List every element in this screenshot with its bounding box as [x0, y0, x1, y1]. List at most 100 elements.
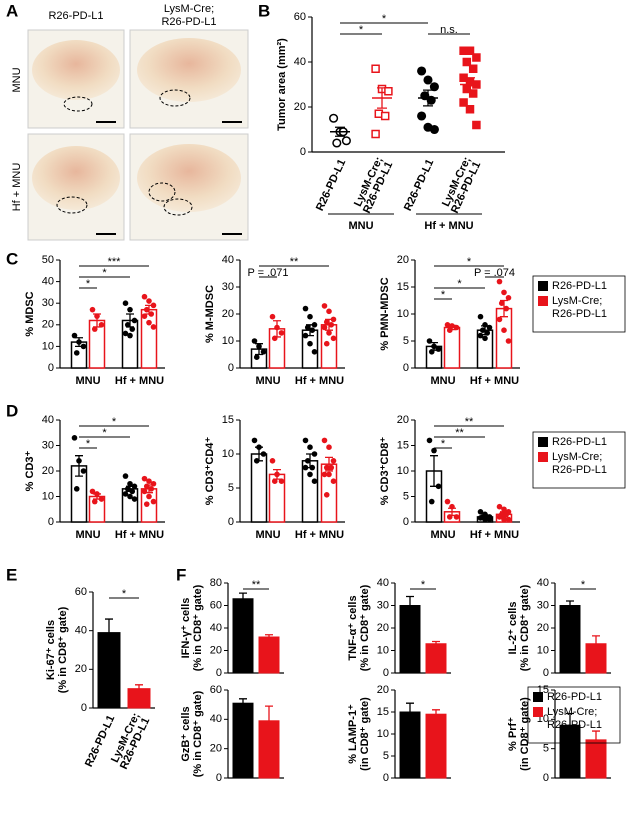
data-point	[486, 516, 493, 523]
data-point	[129, 326, 136, 332]
error-bar	[265, 705, 273, 721]
legend-swatch	[538, 452, 548, 462]
panel-letter: B	[258, 1, 270, 20]
data-point	[501, 327, 507, 334]
data-point	[311, 322, 318, 328]
group-label: Hf + MNU	[424, 220, 473, 232]
y-tick-label: 0	[81, 702, 87, 714]
y-tick-label: 10	[42, 340, 54, 352]
data-point	[465, 105, 475, 114]
significance-label: **	[252, 579, 261, 591]
panel-letter: D	[6, 401, 18, 420]
group-label: Hf + MNU	[470, 375, 519, 387]
data-point	[417, 111, 427, 121]
data-point	[431, 343, 437, 350]
group-label: MNU	[75, 375, 100, 387]
data-point	[260, 451, 267, 457]
y-axis-label: % MDSC	[24, 291, 36, 336]
data-point	[326, 308, 332, 315]
y-tick-label: 20	[210, 743, 222, 755]
data-point	[148, 311, 155, 317]
legend-label: LysM-Cre;	[552, 451, 602, 463]
data-point	[278, 478, 285, 485]
legend-swatch	[538, 296, 548, 306]
y-tick-label: 20	[42, 465, 54, 477]
data-point	[150, 480, 157, 487]
data-point	[477, 313, 484, 320]
tissue	[32, 146, 120, 210]
group-label: MNU	[255, 529, 280, 541]
data-point	[122, 330, 129, 337]
significance-label: *	[112, 416, 117, 428]
y-tick-label: 10	[397, 465, 409, 477]
y-tick-label: 20	[537, 622, 549, 634]
group-label: Hf + MNU	[115, 375, 164, 387]
legend-label: R26-PD-L1	[552, 280, 607, 292]
y-tick-label: 0	[383, 667, 389, 679]
y-axis-label: % CD3⁺	[24, 450, 36, 491]
data-point	[330, 478, 337, 485]
data-point	[131, 496, 138, 502]
significance-label: **	[290, 256, 299, 268]
data-point	[468, 64, 478, 73]
data-point	[307, 471, 313, 478]
y-tick-label: 20	[294, 101, 306, 113]
data-point	[122, 491, 129, 497]
data-point	[323, 464, 330, 471]
data-point	[380, 111, 390, 121]
significance-label: *	[457, 278, 462, 290]
y-tick-label: 0	[48, 516, 54, 528]
y-tick-label: 30	[222, 281, 234, 293]
data-point	[429, 124, 439, 135]
bar	[127, 688, 151, 709]
y-tick-label: 20	[222, 308, 234, 320]
bar	[232, 598, 254, 674]
significance-label: *	[359, 24, 364, 36]
tissue	[137, 38, 241, 102]
data-point	[468, 89, 478, 98]
data-point	[326, 444, 332, 451]
group-label: Hf + MNU	[295, 529, 344, 541]
significance-label: *	[467, 256, 472, 268]
data-point	[505, 516, 512, 523]
y-axis-label: % CD3⁺CD8⁺	[379, 437, 391, 506]
y-tick-label: 20	[42, 319, 54, 331]
y-axis-label: % Prf⁺	[507, 717, 519, 751]
significance-label: P = .071	[247, 267, 288, 279]
y-tick-label: 0	[216, 667, 222, 679]
x-tick-label: R26-PD-L1	[314, 157, 348, 212]
y-axis-label: % CD3⁺CD4⁺	[204, 437, 216, 506]
data-point	[98, 322, 105, 328]
data-point	[417, 66, 427, 76]
y-tick-label: 30	[42, 297, 54, 309]
y-tick-label: 0	[403, 516, 409, 528]
data-point	[91, 498, 98, 505]
data-point	[94, 491, 100, 497]
data-point	[278, 330, 285, 336]
legend-swatch	[533, 707, 543, 717]
data-point	[330, 458, 337, 464]
significance-label: P = .074	[474, 267, 515, 279]
legend-swatch	[533, 692, 543, 702]
data-point	[256, 444, 262, 451]
y-tick-label: 40	[377, 577, 389, 589]
bar	[232, 702, 254, 779]
data-point	[304, 324, 311, 331]
data-point	[479, 327, 486, 334]
y-tick-label: 10	[397, 308, 409, 320]
y-axis-label: Ki-67⁺ cells	[45, 620, 57, 680]
data-point	[256, 343, 262, 350]
data-point	[80, 468, 87, 474]
data-point	[446, 514, 453, 520]
y-tick-label: 10	[377, 728, 389, 740]
legend-box	[527, 686, 621, 744]
column-label: LysM-Cre;	[164, 3, 214, 15]
panel-a-photos: R26-PD-L1 LysM-Cre; R26-PD-L1 MNU Hf + M…	[11, 3, 249, 241]
panel-letter: C	[6, 249, 18, 268]
data-point	[426, 437, 433, 444]
significance-label: *	[122, 588, 127, 600]
column-label: R26-PD-L1	[161, 16, 216, 28]
y-axis-label: IFN-γ⁺ cells	[180, 598, 192, 659]
data-point	[501, 516, 507, 523]
data-point	[131, 483, 138, 490]
